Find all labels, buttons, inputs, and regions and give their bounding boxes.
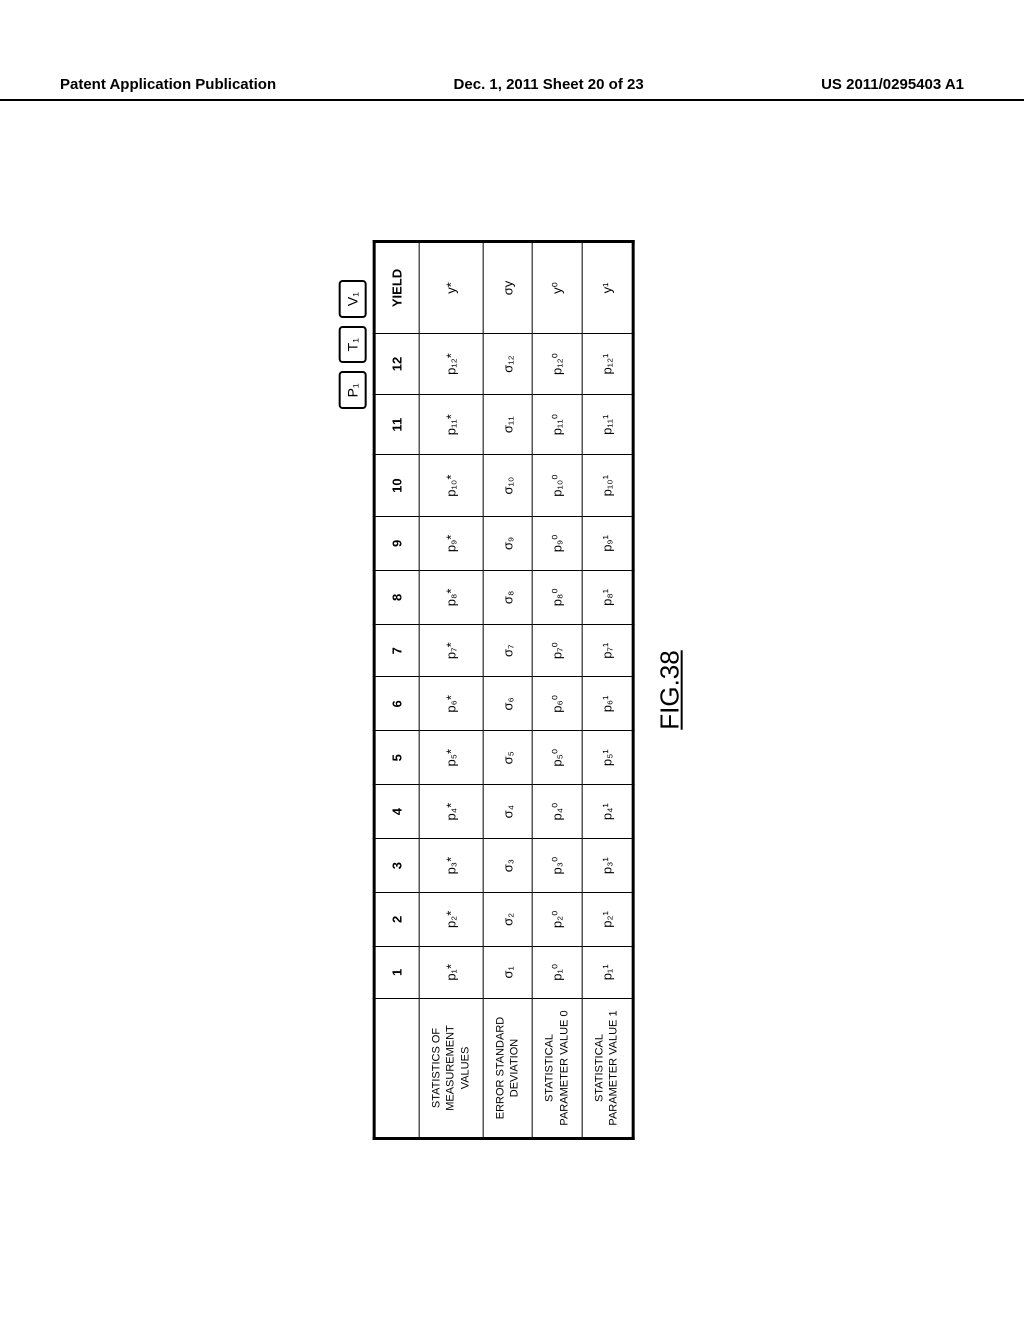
header-blank bbox=[374, 999, 419, 1139]
cell: σ₁₂ bbox=[483, 333, 533, 394]
cell: p₆⁰ bbox=[533, 677, 583, 731]
row-label-stats: STATISTICS OF MEASUREMENT VALUES bbox=[419, 999, 483, 1139]
cell: p₈¹ bbox=[582, 570, 633, 624]
cell: σ₃ bbox=[483, 839, 533, 893]
cell: p₇⁰ bbox=[533, 624, 583, 677]
header-col-3: 3 bbox=[374, 839, 419, 893]
header-col-12: 12 bbox=[374, 333, 419, 394]
header-center: Dec. 1, 2011 Sheet 20 of 23 bbox=[454, 76, 644, 93]
parameter-boxes-row: P₁ T₁ V₁ bbox=[339, 240, 367, 1140]
param-box-t1: T₁ bbox=[339, 326, 367, 363]
cell: σ₁₀ bbox=[483, 455, 533, 517]
header-col-2: 2 bbox=[374, 893, 419, 947]
cell: p₉* bbox=[419, 517, 483, 571]
cell: p₁₂¹ bbox=[582, 333, 633, 394]
cell: p₁₁* bbox=[419, 395, 483, 455]
statistics-table: 1 2 3 4 5 6 7 8 9 10 11 12 YIELD STATIST… bbox=[373, 240, 635, 1140]
cell: p₆¹ bbox=[582, 677, 633, 731]
cell: σ₅ bbox=[483, 731, 533, 785]
header-col-4: 4 bbox=[374, 785, 419, 839]
cell: p₁* bbox=[419, 946, 483, 998]
cell: p₁₁⁰ bbox=[533, 395, 583, 455]
cell: y* bbox=[419, 242, 483, 334]
cell: p₁₂* bbox=[419, 333, 483, 394]
header-col-10: 10 bbox=[374, 455, 419, 517]
table-row: STATISTICS OF MEASUREMENT VALUES p₁* p₂*… bbox=[419, 242, 483, 1139]
header-col-5: 5 bbox=[374, 731, 419, 785]
cell: p₅* bbox=[419, 731, 483, 785]
figure-content: P₁ T₁ V₁ 1 2 3 4 5 6 7 8 9 10 11 12 YIEL… bbox=[339, 240, 686, 1140]
header-col-1: 1 bbox=[374, 946, 419, 998]
figure-caption: FIG.38 bbox=[654, 240, 685, 1140]
row-label-param1: STATISTICAL PARAMETER VALUE 1 bbox=[582, 999, 633, 1139]
cell: p₅¹ bbox=[582, 731, 633, 785]
cell: p₂* bbox=[419, 893, 483, 947]
cell: y⁰ bbox=[533, 242, 583, 334]
cell: p₈* bbox=[419, 570, 483, 624]
cell: p₁⁰ bbox=[533, 946, 583, 998]
table-header-row: 1 2 3 4 5 6 7 8 9 10 11 12 YIELD bbox=[374, 242, 419, 1139]
cell: σ₆ bbox=[483, 677, 533, 731]
header-col-7: 7 bbox=[374, 624, 419, 677]
cell: p₇¹ bbox=[582, 624, 633, 677]
cell: σ₄ bbox=[483, 785, 533, 839]
cell: p₁₀¹ bbox=[582, 455, 633, 517]
cell: p₂⁰ bbox=[533, 893, 583, 947]
header-col-8: 8 bbox=[374, 570, 419, 624]
header-right: US 2011/0295403 A1 bbox=[821, 76, 964, 93]
cell: σ₈ bbox=[483, 570, 533, 624]
table-row: STATISTICAL PARAMETER VALUE 0 p₁⁰ p₂⁰ p₃… bbox=[533, 242, 583, 1139]
cell: σ₉ bbox=[483, 517, 533, 571]
cell: p₄⁰ bbox=[533, 785, 583, 839]
cell: σ₁ bbox=[483, 946, 533, 998]
table-row: ERROR STANDARD DEVIATION σ₁ σ₂ σ₃ σ₄ σ₅ … bbox=[483, 242, 533, 1139]
cell: p₇* bbox=[419, 624, 483, 677]
cell: σ₁₁ bbox=[483, 395, 533, 455]
cell: σ₇ bbox=[483, 624, 533, 677]
cell: p₃* bbox=[419, 839, 483, 893]
cell: p₉¹ bbox=[582, 517, 633, 571]
header-col-6: 6 bbox=[374, 677, 419, 731]
row-label-stddev: ERROR STANDARD DEVIATION bbox=[483, 999, 533, 1139]
cell: p₃¹ bbox=[582, 839, 633, 893]
cell: p₅⁰ bbox=[533, 731, 583, 785]
cell: p₁₂⁰ bbox=[533, 333, 583, 394]
param-box-p1: P₁ bbox=[339, 371, 367, 409]
cell: σ₂ bbox=[483, 893, 533, 947]
cell: p₃⁰ bbox=[533, 839, 583, 893]
row-label-param0: STATISTICAL PARAMETER VALUE 0 bbox=[533, 999, 583, 1139]
header-left: Patent Application Publication bbox=[60, 76, 276, 93]
publication-header: Patent Application Publication Dec. 1, 2… bbox=[0, 76, 1024, 101]
cell: p₁¹ bbox=[582, 946, 633, 998]
param-box-v1: V₁ bbox=[339, 280, 367, 318]
cell: p₄¹ bbox=[582, 785, 633, 839]
header-col-9: 9 bbox=[374, 517, 419, 571]
cell: p₆* bbox=[419, 677, 483, 731]
cell: p₄* bbox=[419, 785, 483, 839]
cell: p₉⁰ bbox=[533, 517, 583, 571]
cell: p₈⁰ bbox=[533, 570, 583, 624]
cell: p₁₀* bbox=[419, 455, 483, 517]
cell: p₁₁¹ bbox=[582, 395, 633, 455]
cell: y¹ bbox=[582, 242, 633, 334]
cell: p₁₀⁰ bbox=[533, 455, 583, 517]
cell: p₂¹ bbox=[582, 893, 633, 947]
cell: σy bbox=[483, 242, 533, 334]
header-yield: YIELD bbox=[374, 242, 419, 334]
header-col-11: 11 bbox=[374, 395, 419, 455]
table-row: STATISTICAL PARAMETER VALUE 1 p₁¹ p₂¹ p₃… bbox=[582, 242, 633, 1139]
